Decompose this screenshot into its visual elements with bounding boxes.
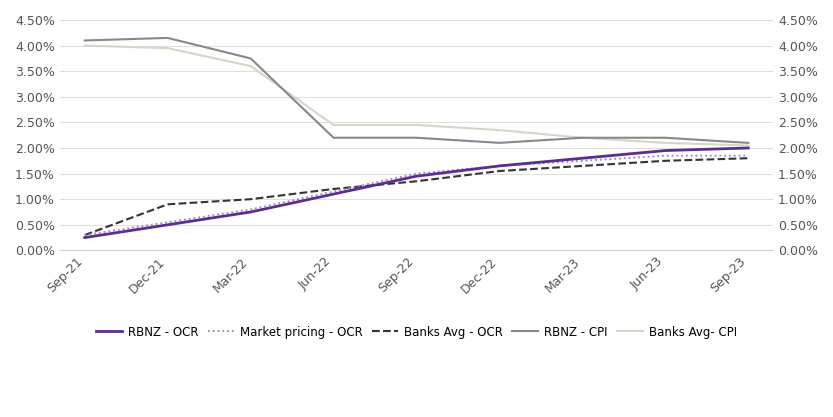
RBNZ - OCR	[495, 163, 505, 168]
Market pricing - OCR	[328, 189, 338, 194]
Banks Avg- CPI	[328, 123, 338, 128]
Market pricing - OCR	[412, 171, 421, 176]
Banks Avg- CPI	[577, 135, 587, 140]
RBNZ - OCR	[412, 173, 421, 178]
Legend: RBNZ - OCR, Market pricing - OCR, Banks Avg - OCR, RBNZ - CPI, Banks Avg- CPI: RBNZ - OCR, Market pricing - OCR, Banks …	[92, 321, 741, 343]
Banks Avg - OCR	[80, 233, 90, 238]
Line: Banks Avg- CPI: Banks Avg- CPI	[85, 45, 748, 146]
RBNZ - CPI	[246, 56, 256, 61]
Market pricing - OCR	[162, 220, 172, 225]
Market pricing - OCR	[743, 153, 753, 158]
Banks Avg - OCR	[246, 197, 256, 202]
Banks Avg- CPI	[661, 141, 671, 146]
Line: RBNZ - CPI: RBNZ - CPI	[85, 38, 748, 143]
RBNZ - OCR	[162, 222, 172, 227]
Banks Avg- CPI	[246, 63, 256, 68]
Market pricing - OCR	[577, 158, 587, 163]
RBNZ - OCR	[743, 146, 753, 151]
Banks Avg - OCR	[661, 158, 671, 163]
RBNZ - OCR	[246, 209, 256, 214]
RBNZ - CPI	[495, 141, 505, 146]
Banks Avg- CPI	[80, 43, 90, 48]
Line: Banks Avg - OCR: Banks Avg - OCR	[85, 158, 748, 235]
Banks Avg- CPI	[412, 123, 421, 128]
Banks Avg - OCR	[412, 179, 421, 184]
RBNZ - CPI	[743, 141, 753, 146]
Market pricing - OCR	[246, 207, 256, 212]
Banks Avg- CPI	[743, 143, 753, 148]
RBNZ - CPI	[162, 35, 172, 40]
RBNZ - CPI	[661, 135, 671, 140]
Line: Market pricing - OCR: Market pricing - OCR	[85, 156, 748, 235]
RBNZ - OCR	[328, 191, 338, 196]
Banks Avg- CPI	[162, 45, 172, 50]
Banks Avg- CPI	[495, 128, 505, 133]
Banks Avg - OCR	[328, 186, 338, 191]
Banks Avg - OCR	[743, 156, 753, 161]
RBNZ - OCR	[577, 156, 587, 161]
RBNZ - OCR	[80, 235, 90, 240]
RBNZ - CPI	[328, 135, 338, 140]
Banks Avg - OCR	[162, 202, 172, 207]
Line: RBNZ - OCR: RBNZ - OCR	[85, 148, 748, 238]
Market pricing - OCR	[495, 163, 505, 168]
RBNZ - OCR	[661, 148, 671, 153]
RBNZ - CPI	[577, 135, 587, 140]
RBNZ - CPI	[80, 38, 90, 43]
Banks Avg - OCR	[495, 168, 505, 173]
Market pricing - OCR	[661, 153, 671, 158]
RBNZ - CPI	[412, 135, 421, 140]
Market pricing - OCR	[80, 233, 90, 238]
Banks Avg - OCR	[577, 163, 587, 168]
